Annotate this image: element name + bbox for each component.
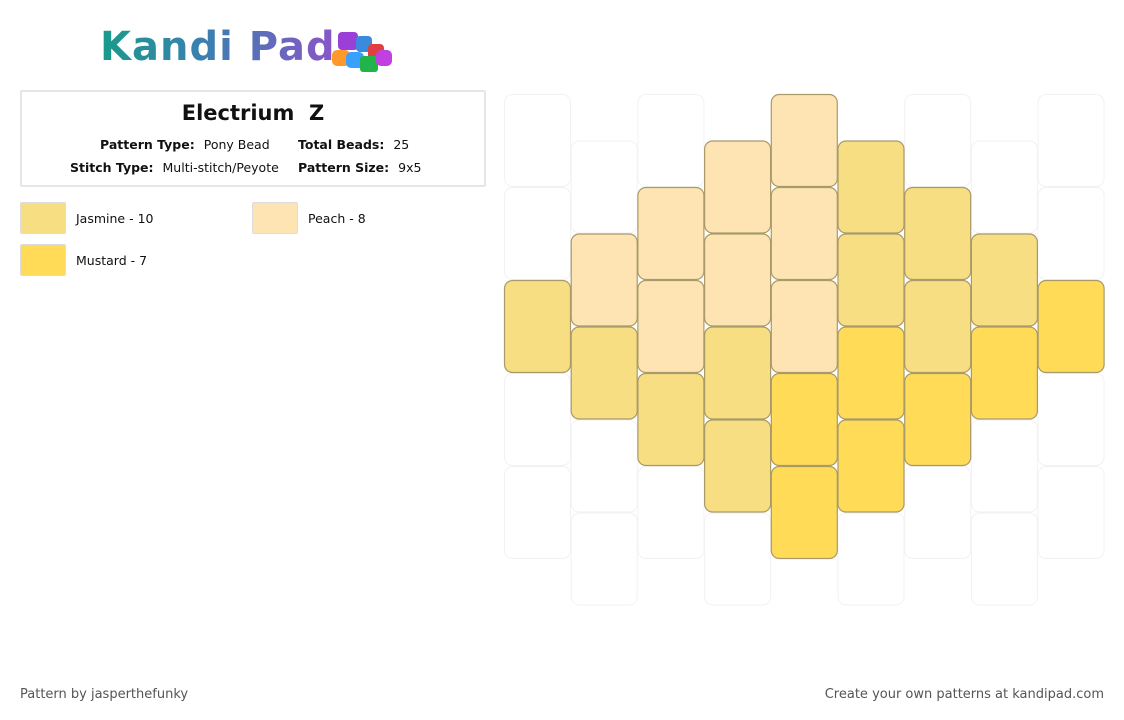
bead <box>837 419 905 513</box>
empty-cell <box>970 419 1038 513</box>
value: Multi-stitch/Peyote <box>162 160 279 175</box>
empty-cell <box>704 512 772 606</box>
legend-swatch <box>20 202 66 234</box>
label: Total Beads: <box>298 137 385 152</box>
bead <box>970 326 1039 420</box>
bead <box>637 279 705 374</box>
empty-cell <box>1037 466 1105 559</box>
empty-cell <box>504 466 571 559</box>
empty-cell <box>637 94 705 187</box>
logo-text: Kandi Pad <box>100 24 336 70</box>
bead <box>703 326 772 420</box>
bead <box>703 233 772 327</box>
bead <box>570 233 638 327</box>
legend-label: Jasmine - 10 <box>76 210 154 226</box>
legend-item: Peach - 8 <box>252 202 366 234</box>
bead <box>503 279 572 374</box>
stitch-type: Stitch Type: Multi-stitch/Peyote <box>70 160 279 175</box>
bead <box>703 419 772 513</box>
author: Pattern by jasperthefunky <box>20 687 189 702</box>
bead <box>703 140 772 234</box>
pattern-size: Pattern Size: 9x5 <box>298 160 421 175</box>
empty-cell <box>904 94 972 187</box>
empty-cell <box>904 466 972 559</box>
empty-cell <box>570 512 638 606</box>
empty-cell <box>970 512 1038 606</box>
empty-cell <box>570 419 638 513</box>
bead <box>904 372 972 467</box>
legend-label: Peach - 8 <box>308 210 366 226</box>
empty-cell <box>1037 373 1105 466</box>
info-box: Electrium Z Pattern Type: Pony Bead Total… <box>20 90 486 187</box>
bead <box>904 279 972 374</box>
logo[interactable]: Kandi Pad <box>100 24 410 80</box>
label: Stitch Type: <box>70 160 154 175</box>
legend-item: Mustard - 7 <box>20 244 147 276</box>
credit[interactable]: Create your own patterns at kandipad.com <box>824 687 1104 702</box>
legend-swatch <box>20 244 66 276</box>
total-beads: Total Beads: 25 <box>298 137 409 152</box>
empty-cell <box>1037 187 1105 280</box>
legend-item: Jasmine - 10 <box>20 202 153 234</box>
value: 9x5 <box>398 160 422 175</box>
logo-beads <box>332 32 392 72</box>
value: Pony Bead <box>203 137 270 152</box>
label: Pattern Type: <box>100 137 195 152</box>
bead <box>837 233 905 327</box>
bead <box>770 279 838 374</box>
bead <box>904 186 972 281</box>
bead <box>770 186 838 281</box>
empty-cell <box>504 187 571 280</box>
empty-cell <box>637 466 705 559</box>
pattern-title: Electrium Z <box>181 101 325 125</box>
empty-cell <box>837 512 905 606</box>
bead <box>837 140 905 234</box>
bead <box>1037 279 1105 374</box>
label: Pattern Size: <box>298 160 390 175</box>
empty-cell <box>570 140 638 234</box>
bead <box>770 372 838 467</box>
bead <box>837 326 905 420</box>
empty-cell <box>504 94 571 187</box>
pattern-type: Pattern Type: Pony Bead <box>100 137 270 152</box>
value: 25 <box>393 137 410 152</box>
bead <box>770 465 838 560</box>
legend-swatch <box>252 202 298 234</box>
bead <box>637 372 705 467</box>
empty-cell <box>1037 94 1105 187</box>
bead <box>770 93 838 188</box>
legend-label: Mustard - 7 <box>76 252 148 268</box>
bead <box>970 233 1039 327</box>
bead <box>637 186 705 281</box>
empty-cell <box>504 373 571 466</box>
bead <box>570 326 638 420</box>
empty-cell <box>970 140 1038 234</box>
